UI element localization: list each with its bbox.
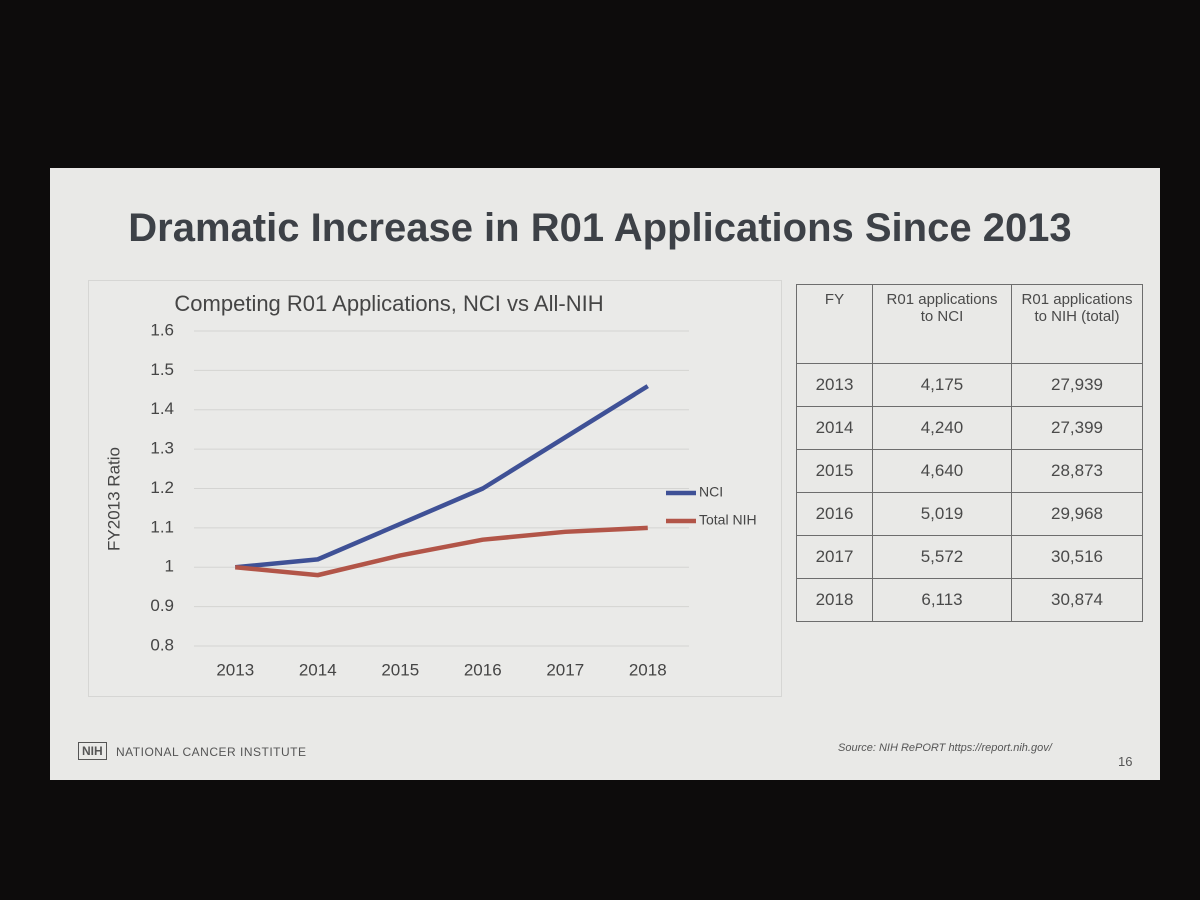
table-cell: 2013: [796, 363, 873, 407]
table-cell: 30,516: [1011, 535, 1143, 579]
table-cell: 27,399: [1011, 406, 1143, 450]
table-cell: 2017: [796, 535, 873, 579]
table-cell: 27,939: [1011, 363, 1143, 407]
y-tick-label: 1.6: [150, 320, 174, 339]
x-tick-label: 2014: [299, 660, 337, 679]
y-tick-label: 0.8: [150, 635, 174, 654]
table-row: 2017 5,572 30,516: [796, 535, 1143, 579]
legend-label: Total NIH: [699, 512, 757, 528]
line-series: [235, 384, 649, 570]
table-cell: 2014: [796, 406, 873, 450]
legend-label: NCI: [699, 484, 723, 500]
chart-title: Competing R01 Applications, NCI vs All-N…: [174, 291, 603, 316]
table-cell: 4,175: [872, 363, 1012, 407]
y-tick-label: 1.5: [150, 360, 174, 379]
data-table: FY R01 applications to NCI R01 application…: [796, 284, 1143, 622]
y-tick-label: 1: [165, 557, 174, 576]
table-cell: 6,113: [872, 578, 1012, 622]
table-cell: 30,874: [1011, 578, 1143, 622]
x-tick-label: 2018: [629, 660, 667, 679]
y-tick-label: 1.2: [150, 478, 174, 497]
x-tick-label: 2013: [216, 660, 254, 679]
y-axis-label: FY2013 Ratio: [104, 447, 123, 551]
table-row: 2018 6,113 30,874: [796, 578, 1143, 622]
table-cell: 4,640: [872, 449, 1012, 493]
nih-logo: NIH: [78, 742, 107, 760]
table-row: 2014 4,240 27,399: [796, 406, 1143, 450]
table-row: FY R01 applications to NCI R01 application…: [796, 284, 1143, 364]
table-cell: R01 applications to NCI: [872, 284, 1012, 364]
x-tick-label: 2015: [381, 660, 419, 679]
table-row: 2016 5,019 29,968: [796, 492, 1143, 536]
source-note: Source: NIH RePORT https://report.nih.go…: [838, 742, 1052, 754]
page-number: 16: [1118, 754, 1133, 769]
y-tick-label: 1.4: [150, 399, 174, 418]
slide: Dramatic Increase in R01 Applications Si…: [50, 168, 1160, 780]
table-cell: 5,572: [872, 535, 1012, 579]
table-cell: 4,240: [872, 406, 1012, 450]
table-cell: R01 applications to NIH (total): [1011, 284, 1143, 364]
x-tick-label: 2017: [546, 660, 584, 679]
y-tick-label: 1.1: [150, 517, 174, 536]
table-cell: 2015: [796, 449, 873, 493]
slide-title: Dramatic Increase in R01 Applications Si…: [128, 206, 1072, 250]
table-cell: 2016: [796, 492, 873, 536]
table-row: 2015 4,640 28,873: [796, 449, 1143, 493]
table-cell: 29,968: [1011, 492, 1143, 536]
y-tick-label: 1.3: [150, 439, 174, 458]
table-cell: 28,873: [1011, 449, 1143, 493]
chart-box: Competing R01 Applications, NCI vs All-N…: [88, 280, 782, 697]
table-cell: FY: [796, 284, 873, 364]
line-series: [235, 525, 648, 578]
y-tick-label: 0.9: [150, 596, 174, 615]
table-cell: 5,019: [872, 492, 1012, 536]
institute-name: NATIONAL CANCER INSTITUTE: [116, 745, 307, 759]
table-cell: 2018: [796, 578, 873, 622]
x-tick-label: 2016: [464, 660, 502, 679]
chart: Competing R01 Applications, NCI vs All-N…: [104, 291, 757, 680]
table-row: 2013 4,175 27,939: [796, 363, 1143, 407]
